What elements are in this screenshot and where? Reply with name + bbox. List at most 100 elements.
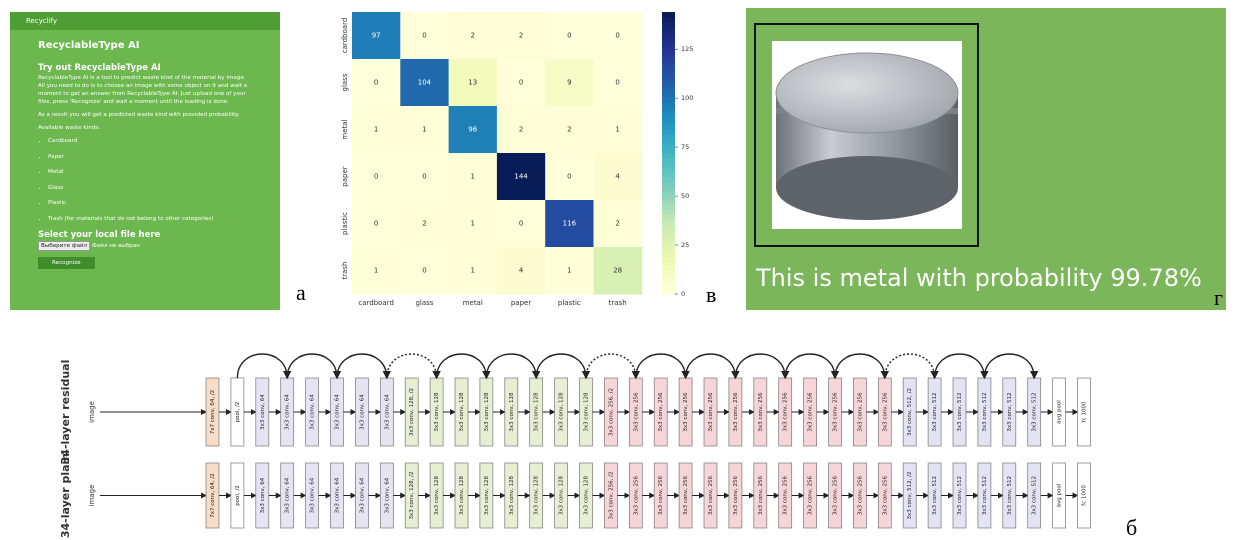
layer-label: 3x3 conv, 64: [335, 394, 341, 430]
skip-connection: [237, 354, 287, 378]
colorbar-tick-label: 100: [681, 94, 693, 102]
colorbar-segment: [662, 68, 675, 73]
cell-label: 104: [418, 79, 432, 87]
colorbar-segment: [662, 205, 675, 210]
colorbar-segment: [662, 200, 675, 205]
cell-label: 4: [615, 173, 620, 181]
x-tick-label: trash: [609, 299, 627, 307]
cell-label: 1: [374, 267, 378, 275]
cell-label: 2: [471, 32, 475, 40]
layer-label: 3x3 conv, 256: [857, 475, 863, 515]
skip-connection: [785, 354, 835, 378]
skip-connection: [287, 354, 337, 378]
layer-label: 3x3 conv, 64: [335, 477, 341, 513]
recognize-button[interactable]: Recognize: [38, 257, 95, 269]
colorbar-segment: [662, 17, 675, 22]
file-button[interactable]: Выберите файл: [38, 241, 90, 251]
cell-label: 0: [615, 79, 619, 87]
layer-label: 3x3 conv, 128: [534, 475, 540, 515]
y-tick-label: trash: [341, 262, 349, 280]
layer-label: 3x3 conv, 64: [310, 394, 316, 430]
colorbar-segment: [662, 87, 675, 92]
layer-label: 3x3 conv, 512: [982, 476, 988, 515]
colorbar-segment: [662, 172, 675, 177]
cell-label: 0: [567, 32, 571, 40]
colorbar-tick-label: 75: [681, 143, 689, 151]
figure: Recyclify RecyclableType AI Try out Recy…: [0, 0, 1240, 540]
cell-label: 4: [519, 267, 524, 275]
panel-label: в: [706, 282, 716, 308]
colorbar-segment: [662, 21, 675, 26]
layer-label: pool, /2: [235, 402, 241, 423]
colorbar-segment: [662, 285, 675, 290]
cell-label: 9: [567, 79, 571, 87]
skip-connection: [437, 354, 487, 378]
cell-label: 1: [471, 220, 475, 228]
layer-label: 3x3 conv, 256: [733, 475, 739, 515]
cell-label: 0: [519, 79, 523, 87]
cell-label: 1: [374, 126, 378, 134]
colorbar-segment: [662, 153, 675, 158]
colorbar-tick-label: 0: [681, 290, 685, 298]
colorbar-segment: [662, 31, 675, 36]
kind-item: Plastic: [48, 199, 252, 207]
colorbar-segment: [662, 266, 675, 271]
layer-label: 3x3 conv, 256: [882, 392, 888, 432]
layer-label: 3x3 conv, 128: [509, 392, 515, 432]
layer-label: avg pool: [1057, 400, 1063, 424]
skip-connection: [686, 354, 736, 378]
layer-label: 3x3 conv, 512, /2: [907, 472, 913, 520]
cell-label: 1: [567, 267, 571, 275]
layer-label: 3x3 conv, 64: [310, 477, 316, 513]
layer-label: 3x3 conv, 128: [559, 392, 565, 432]
colorbar-segment: [662, 130, 675, 135]
colorbar-segment: [662, 50, 675, 55]
colorbar-segment: [662, 101, 675, 106]
cell-label: 2: [422, 220, 426, 228]
skip-connection: [337, 354, 387, 378]
layer-label: 7x7 conv, 64, /2: [210, 473, 216, 517]
layer-label: 3x3 conv, 64: [359, 477, 365, 513]
layer-label: pool, /2: [235, 485, 241, 506]
colorbar-segment: [662, 275, 675, 280]
resnet-diagram: 34-layer residualimage7x7 conv, 64, /2po…: [0, 330, 1240, 540]
cell-label: 0: [374, 79, 378, 87]
layer-label: 3x3 conv, 512: [932, 476, 938, 515]
layer-label: 3x3 conv, 512: [982, 392, 988, 431]
app-panel: Recyclify RecyclableType AI Try out Recy…: [10, 12, 280, 310]
colorbar-segment: [662, 64, 675, 69]
colorbar-segment: [662, 78, 675, 83]
x-tick-label: paper: [511, 299, 531, 307]
layer-label: 3x3 conv, 128: [459, 392, 465, 432]
colorbar-segment: [662, 228, 675, 233]
layer-label: 3x3 conv, 128: [434, 475, 440, 515]
row-label: 34-layer plain: [59, 453, 72, 538]
layer-label: 3x3 conv, 256: [758, 392, 764, 432]
panel-label: г: [1214, 285, 1223, 311]
layer-label: 3x3 conv, 256: [783, 475, 789, 515]
cell-label: 97: [372, 32, 381, 40]
layer-label: fc 1000: [1082, 401, 1088, 422]
colorbar-segment: [662, 26, 675, 31]
x-tick-label: plastic: [558, 299, 581, 307]
colorbar-segment: [662, 40, 675, 45]
colorbar-segment: [662, 195, 675, 200]
layer-label: 3x3 conv, 128: [509, 475, 515, 515]
x-tick-label: glass: [415, 299, 433, 307]
cell-label: 0: [615, 32, 619, 40]
row-label: 34-layer residual: [59, 360, 72, 465]
layer-label: 3x3 conv, 64: [384, 394, 390, 430]
layer-label: 3x3 conv, 256: [683, 392, 689, 432]
layer-label: 3x3 conv, 64: [285, 477, 291, 513]
layer-label: 3x3 conv, 256: [833, 392, 839, 432]
layer-label: avg pool: [1057, 483, 1063, 507]
skip-connection: [935, 354, 985, 378]
colorbar-segment: [662, 12, 675, 17]
layer-label: 3x3 conv, 64: [285, 394, 291, 430]
panel-label: б: [1126, 515, 1137, 540]
colorbar-segment: [662, 73, 675, 78]
layer-label: 3x3 conv, 512: [1007, 476, 1013, 515]
cell-label: 13: [468, 79, 477, 87]
kind-item: Cardboard: [48, 137, 252, 145]
layer-label: 3x3 conv, 256: [808, 475, 814, 515]
